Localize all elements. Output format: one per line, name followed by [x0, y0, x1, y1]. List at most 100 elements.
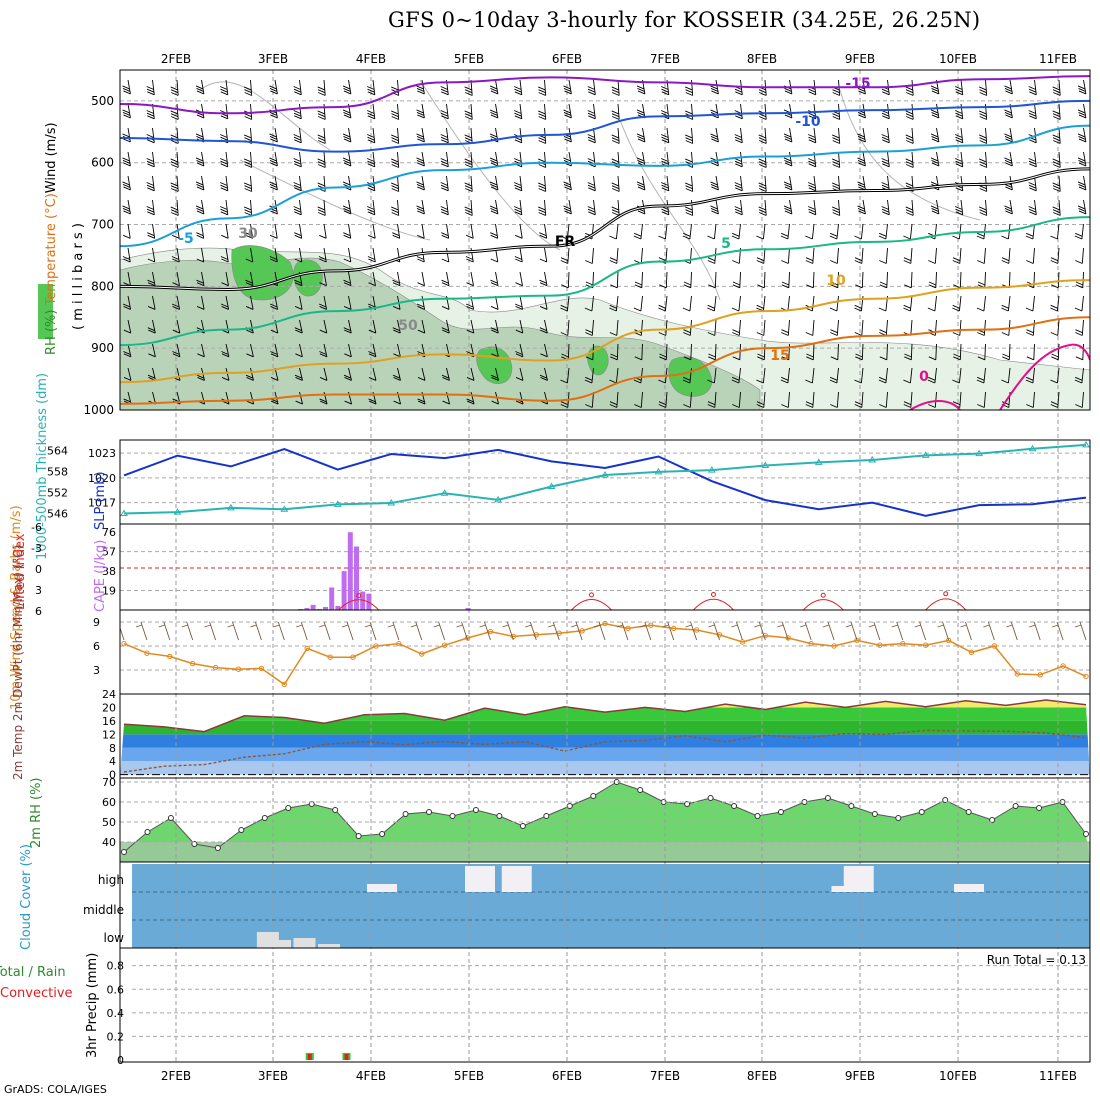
wind-barb	[515, 343, 524, 358]
wind-barb	[881, 175, 890, 192]
wind-barb	[857, 151, 866, 167]
wind-barb	[685, 151, 694, 168]
rh-point	[707, 795, 714, 801]
cloud-tick-label: middle	[83, 903, 124, 917]
wind10m-point	[648, 622, 654, 628]
lifted-index-line	[693, 598, 734, 611]
wind-barb	[832, 127, 841, 144]
wind-barb	[829, 367, 839, 384]
wind-barb	[609, 367, 619, 384]
wind-barb	[758, 127, 767, 144]
wind-barb	[707, 223, 717, 240]
wind-barb	[682, 223, 692, 240]
wind-barb	[857, 175, 866, 191]
wind-barb	[1050, 295, 1060, 312]
wind-barb	[611, 103, 620, 120]
wind-barb	[440, 151, 449, 168]
wind-barb	[318, 247, 327, 263]
wind10m-point	[464, 635, 471, 641]
thickness-tick-label: 558	[47, 466, 68, 479]
thickness-ylabel: 1000-500mb Thickness (dm)	[35, 373, 50, 560]
wind-barb	[955, 79, 964, 96]
panel-frame-p8	[119, 947, 1091, 1063]
wind-barb	[391, 79, 400, 96]
wind-barb	[805, 247, 815, 264]
wind-barb	[123, 367, 132, 381]
rh-point	[472, 807, 479, 813]
wind-barb	[829, 295, 839, 312]
temp-tick-label: 8	[109, 742, 116, 755]
wind-barb	[464, 103, 473, 120]
wind10m-point	[258, 665, 265, 672]
wind10m-point	[419, 651, 425, 657]
wind-barb	[734, 151, 743, 168]
temp-tick-label: 12	[102, 728, 116, 741]
wind-barb	[1052, 103, 1061, 120]
rh-line	[123, 781, 1087, 853]
wind-barb	[172, 319, 181, 334]
wind-barb	[609, 223, 619, 240]
wind10m-barb	[158, 621, 171, 641]
wind-barb	[441, 271, 450, 287]
wind-barb	[952, 223, 962, 240]
wind10m-barb	[120, 626, 125, 641]
wind-barb	[903, 319, 913, 336]
wind-barb	[928, 343, 937, 361]
wind-barb	[903, 367, 913, 384]
temp-ylabel: 2m Temp 2m DewPt (6hr Min/Max) (°C)	[11, 545, 25, 780]
wind-barb	[1051, 343, 1060, 361]
wind-barb	[881, 103, 890, 120]
wind-barb	[220, 151, 229, 168]
wind-barb	[905, 151, 914, 168]
rh-ylabel: 2m RH (%)	[29, 777, 44, 848]
li-tick-label: 3	[35, 584, 42, 597]
rh-point	[895, 815, 902, 821]
rh-point	[965, 809, 972, 815]
wind-barb	[221, 367, 230, 381]
wind-barb	[1052, 151, 1061, 168]
wind10m-point	[121, 640, 127, 647]
wind10m-point	[785, 635, 791, 641]
wind10m-point	[579, 628, 585, 634]
wind-barb	[584, 367, 594, 384]
wind-barb	[1002, 343, 1011, 361]
wind-barb	[368, 223, 376, 239]
thickness-point	[654, 467, 663, 475]
cape-bar	[354, 546, 359, 610]
page-title: GFS 0~10day 3-hourly for KOSSEIR (34.25E…	[388, 8, 981, 32]
wind10m-point	[1037, 672, 1043, 678]
day-label-top: 5FEB	[454, 52, 484, 66]
wind-barb	[634, 343, 643, 361]
wind-barb	[634, 271, 643, 289]
wind-barb	[220, 103, 229, 120]
slp-line	[123, 448, 1087, 517]
thickness-point	[814, 458, 823, 465]
wind-barb	[905, 103, 914, 120]
contour-label: 0	[919, 369, 929, 385]
precip-convective-bar	[307, 1053, 312, 1060]
wind-barb	[515, 223, 523, 239]
wind10m-barb	[754, 621, 766, 641]
wind-barb	[1025, 223, 1035, 240]
wind-barb	[829, 223, 839, 240]
wind-barb	[930, 79, 940, 95]
cloud-high-bar	[843, 866, 874, 892]
wind-barb	[343, 247, 352, 263]
temp-contour-fr-core	[120, 168, 1090, 290]
wind-barb	[342, 199, 352, 215]
day-label-bottom: 6FEB	[552, 1069, 582, 1083]
wind-barb	[609, 247, 619, 264]
wind-barb	[955, 127, 964, 144]
wind-barb	[756, 295, 766, 312]
lifted-index-line	[925, 598, 967, 611]
wind10m-barb	[456, 621, 468, 641]
lifted-index-point	[711, 592, 716, 598]
wind-barb	[195, 175, 205, 191]
cape-bar	[298, 608, 304, 610]
wind10m-barb	[479, 621, 491, 641]
wind-barb	[587, 127, 596, 144]
wind-barb	[416, 295, 426, 310]
wind-barb	[147, 319, 156, 334]
wind-barb	[246, 391, 255, 405]
day-label-bottom: 5FEB	[454, 1069, 484, 1083]
